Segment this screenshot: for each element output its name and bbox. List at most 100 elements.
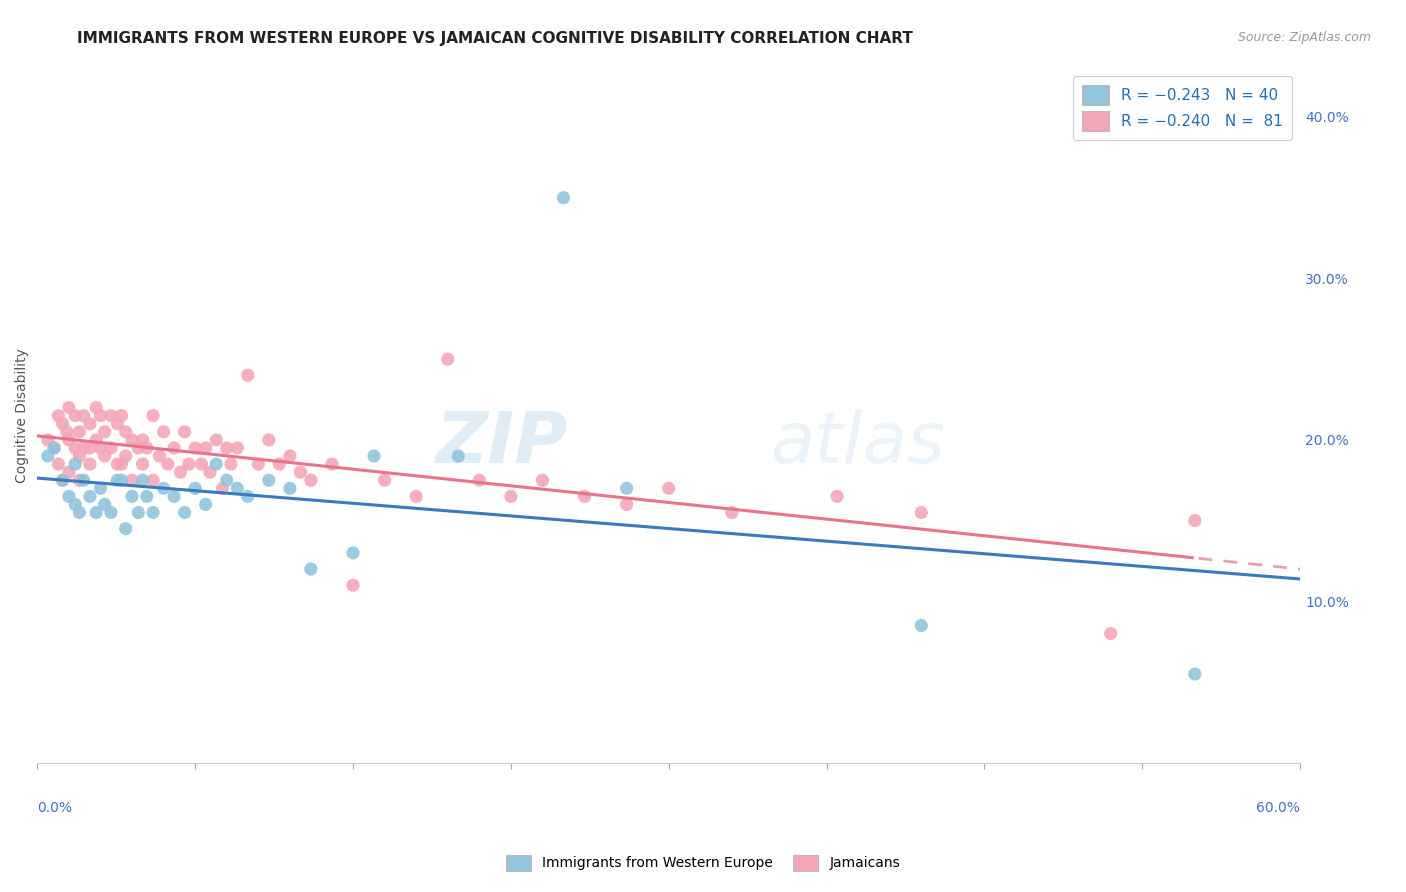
Point [574,489,596,503]
Point [56,425,79,439]
Point [72,409,94,423]
Point [110,457,132,471]
Point [342,578,364,592]
Point [127,441,149,455]
Point [131,473,153,487]
Point [63,457,86,471]
Point [142,506,165,520]
Point [278,449,301,463]
Point [79,417,101,431]
Point [135,441,157,455]
Point [44,441,66,455]
Point [173,506,195,520]
Point [127,506,149,520]
Point [105,473,128,487]
Point [1184,667,1206,681]
Point [211,481,233,495]
Point [44,441,66,455]
Point [468,473,491,487]
Point [447,449,470,463]
Point [63,409,86,423]
Point [89,481,111,495]
Point [152,481,174,495]
Point [616,481,638,495]
Point [93,498,115,512]
Point [58,401,80,415]
Point [152,425,174,439]
Legend: Immigrants from Western Europe, Jamaicans: Immigrants from Western Europe, Jamaican… [501,849,905,876]
Point [236,489,259,503]
Point [131,433,153,447]
Point [100,506,122,520]
Point [89,441,111,455]
Point [190,457,212,471]
Text: IMMIGRANTS FROM WESTERN EUROPE VS JAMAICAN COGNITIVE DISABILITY CORRELATION CHAR: IMMIGRANTS FROM WESTERN EUROPE VS JAMAIC… [77,31,914,46]
Point [156,457,179,471]
Point [52,417,75,431]
Point [89,409,111,423]
Point [52,473,75,487]
Point [278,481,301,495]
Point [58,465,80,479]
Point [121,489,143,503]
Legend: R = −0.243   N = 40, R = −0.240   N =  81: R = −0.243 N = 40, R = −0.240 N = 81 [1073,76,1292,140]
Point [100,441,122,455]
Point [114,522,136,536]
Point [226,441,249,455]
Point [79,441,101,455]
Point [121,433,143,447]
Point [131,457,153,471]
Point [135,489,157,503]
Point [67,473,90,487]
Point [374,473,396,487]
Point [37,449,59,463]
Point [93,425,115,439]
Point [110,409,132,423]
Point [205,433,228,447]
Point [93,449,115,463]
Y-axis label: Cognitive Disability: Cognitive Disability [15,348,30,483]
Point [1099,626,1122,640]
Point [342,546,364,560]
Point [84,506,107,520]
Point [194,498,217,512]
Point [58,433,80,447]
Point [79,489,101,503]
Point [163,489,186,503]
Point [194,441,217,455]
Text: 60.0%: 60.0% [1256,801,1301,815]
Point [405,489,427,503]
Point [299,562,322,576]
Text: atlas: atlas [769,409,945,478]
Point [163,441,186,455]
Point [84,401,107,415]
Point [499,489,522,503]
Point [226,481,249,495]
Point [67,425,90,439]
Point [142,473,165,487]
Point [48,457,70,471]
Point [299,473,322,487]
Point [37,433,59,447]
Point [142,409,165,423]
Point [110,473,132,487]
Point [215,473,238,487]
Point [363,449,385,463]
Point [219,457,242,471]
Point [269,457,291,471]
Point [100,409,122,423]
Point [553,191,575,205]
Point [215,441,238,455]
Point [79,457,101,471]
Point [72,473,94,487]
Text: 0.0%: 0.0% [38,801,72,815]
Point [247,457,270,471]
Point [321,457,343,471]
Point [290,465,312,479]
Point [67,449,90,463]
Point [1184,514,1206,528]
Point [257,473,280,487]
Point [910,618,932,632]
Text: ZIP: ZIP [436,409,568,478]
Point [63,498,86,512]
